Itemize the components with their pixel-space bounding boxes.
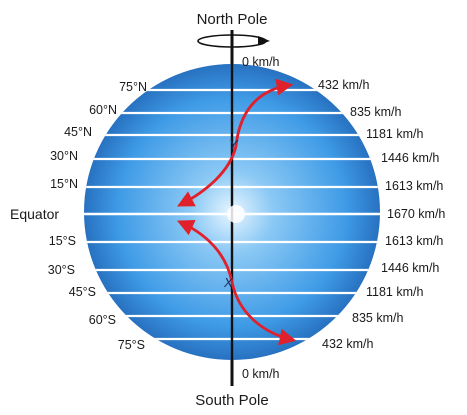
rotation-speed-label: 1446 km/h — [381, 151, 439, 165]
south-pole-label: South Pole — [195, 392, 268, 409]
latitude-label: 15°S — [49, 234, 76, 248]
latitude-label: 15°N — [50, 177, 78, 191]
latitude-label: 75°N — [119, 80, 147, 94]
rotation-speed-label: 1670 km/h — [387, 207, 445, 221]
marker-y: Y — [229, 137, 239, 152]
latitude-label: 30°S — [48, 263, 75, 277]
north-pole-label: North Pole — [197, 11, 268, 28]
equator-center-glow — [227, 205, 245, 223]
rotation-speed-label: 1613 km/h — [385, 179, 443, 193]
equator-label: Equator — [10, 206, 59, 222]
rotation-speed-label: 1446 km/h — [381, 261, 439, 275]
rotation-speed-label: 432 km/h — [322, 337, 373, 351]
latitude-label: 45°S — [69, 285, 96, 299]
marker-x: X — [223, 275, 234, 290]
rotation-speed-label: 1181 km/h — [366, 127, 423, 141]
rotation-speed-label: 835 km/h — [350, 105, 401, 119]
north-deflection-arrow-up — [234, 78, 294, 147]
latitude-label: 75°S — [118, 338, 145, 352]
south-deflection-arrow — [176, 219, 234, 283]
latitude-label: 60°N — [89, 103, 117, 117]
rotation-speed-label: 432 km/h — [318, 78, 369, 92]
latitude-label: 30°N — [50, 149, 78, 163]
latitude-label: 60°S — [89, 313, 116, 327]
south-deflection-arrow-down — [230, 281, 297, 346]
pole-speed-top: 0 km/h — [242, 55, 280, 69]
rotation-speed-label: 835 km/h — [352, 311, 403, 325]
rotation-arrow-icon — [197, 34, 270, 48]
rotation-speed-label: 1613 km/h — [385, 234, 443, 248]
rotation-speed-label: 1181 km/h — [366, 285, 423, 299]
latitude-label: 45°N — [64, 125, 92, 139]
pole-speed-bottom: 0 km/h — [242, 367, 280, 381]
north-deflection-arrow — [177, 145, 238, 207]
